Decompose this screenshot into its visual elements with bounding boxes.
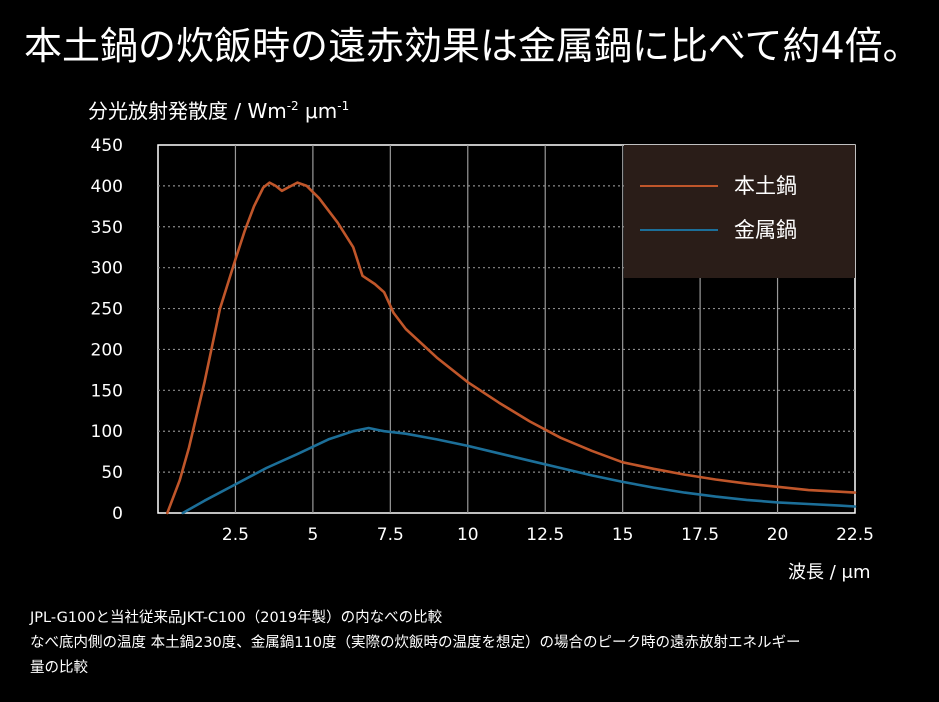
- legend-box: [624, 145, 855, 278]
- y-tick-label: 300: [91, 259, 123, 279]
- y-tick-label: 250: [91, 300, 123, 320]
- x-tick-label: 22.5: [836, 525, 874, 545]
- headline: 本土鍋の炊飯時の遠赤効果は金属鍋に比べて約4倍。: [24, 24, 921, 68]
- series-line-0: [166, 181, 857, 515]
- y-tick-label: 200: [91, 340, 123, 360]
- y-tick-labels: 0 50 100 150 200 250 300 350 400 450: [91, 136, 123, 524]
- y-axis-unit-exponent-2: -1: [337, 99, 350, 113]
- legend: 本土鍋 金属鍋: [624, 145, 855, 278]
- x-tick-label: 12.5: [526, 525, 564, 545]
- x-tick-label: 15: [612, 525, 634, 545]
- y-tick-label: 0: [112, 504, 123, 524]
- x-tick-labels: 2.5 5 7.5 10 12.5 15 17.5 20 22.5: [222, 525, 874, 545]
- x-axis-label: 波長 / μm: [788, 562, 871, 583]
- x-tick-label: 2.5: [222, 525, 249, 545]
- legend-label-hondonabe: 本土鍋: [734, 174, 797, 198]
- x-tick-label: 20: [767, 525, 789, 545]
- footnote-line-1: JPL-G100と当社従来品JKT-C100（2019年製）の内なべの比較: [30, 610, 443, 626]
- y-tick-label: 350: [91, 218, 123, 238]
- y-tick-label: 450: [91, 136, 123, 156]
- x-tick-label: 5: [307, 525, 318, 545]
- y-tick-label: 100: [91, 422, 123, 442]
- y-axis-unit-mid: μm: [298, 99, 338, 123]
- y-axis-label: 分光放射発散度 / Wm-2 μm-1: [88, 92, 349, 125]
- series-line-1: [181, 426, 857, 515]
- y-axis-unit-exponent-1: -2: [286, 99, 299, 113]
- series-lines: [166, 181, 857, 515]
- legend-label-metal: 金属鍋: [734, 218, 797, 242]
- y-tick-label: 50: [101, 463, 123, 483]
- y-tick-label: 150: [91, 381, 123, 401]
- footnote-line-3: 量の比較: [30, 660, 88, 676]
- x-tick-label: 17.5: [681, 525, 719, 545]
- y-tick-label: 400: [91, 177, 123, 197]
- y-axis-label-text: 分光放射発散度 / Wm: [88, 99, 287, 123]
- x-tick-label: 7.5: [377, 525, 404, 545]
- footnote-line-2: なべ底内側の温度 本土鍋230度、金属鍋110度（実際の炊飯時の温度を想定）の場…: [30, 635, 801, 651]
- x-tick-label: 10: [457, 525, 479, 545]
- footnotes: JPL-G100と当社従来品JKT-C100（2019年製）の内なべの比較 なべ…: [30, 606, 925, 681]
